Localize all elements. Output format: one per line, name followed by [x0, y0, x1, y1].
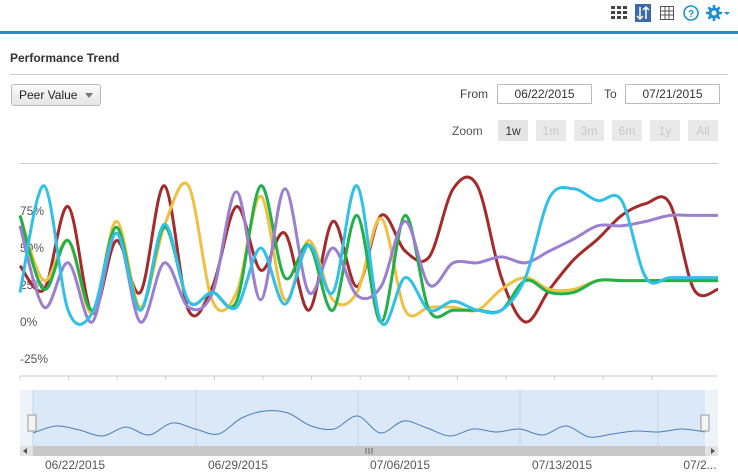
navigator-x-label: 07/13/2015 [532, 458, 592, 472]
peer-value-dropdown[interactable]: Peer Value [11, 84, 101, 106]
y-tick-label: 0% [20, 315, 38, 329]
title-divider [10, 74, 728, 75]
chart-toolbar: ? [610, 4, 730, 22]
settings-gear-icon[interactable] [706, 4, 730, 22]
grid-view-icon[interactable] [610, 4, 628, 22]
y-tick-label: 75% [20, 204, 44, 218]
chevron-down-icon [85, 93, 93, 98]
navigator[interactable]: 06/22/2015 06/29/2015 07/06/2015 07/13/2015… [0, 380, 738, 475]
scroll-left-arrow-icon[interactable] [23, 448, 27, 454]
zoom-label: Zoom [452, 124, 483, 138]
scroll-right-arrow-icon[interactable] [711, 448, 715, 454]
from-date-input[interactable]: 06/22/2015 [497, 84, 592, 104]
zoom-1w-button[interactable]: 1w [498, 120, 528, 141]
zoom-3m-button[interactable]: 3m [574, 120, 604, 141]
help-icon[interactable]: ? [682, 4, 700, 22]
navigator-selection[interactable] [33, 390, 705, 446]
header-accent-line [0, 31, 738, 34]
navigator-x-label: 07/06/2015 [370, 458, 430, 472]
chart-top-divider [20, 163, 718, 164]
zoom-all-button[interactable]: All [688, 120, 718, 141]
performance-trend-chart: 75%50%25%0%-25% 06/2...06/2...06/2...06/… [18, 175, 719, 380]
navigator-x-label: 07/2... [683, 458, 716, 472]
from-label: From [460, 87, 488, 101]
panel-title: Performance Trend [10, 51, 120, 65]
sort-icon[interactable] [634, 4, 652, 22]
navigator-x-label: 06/29/2015 [208, 458, 268, 472]
table-icon[interactable] [658, 4, 676, 22]
navigator-series-line [32, 410, 706, 438]
zoom-1m-button[interactable]: 1m [536, 120, 566, 141]
navigator-x-label: 06/22/2015 [45, 458, 105, 472]
to-date-input[interactable]: 07/21/2015 [625, 84, 720, 104]
zoom-1y-button[interactable]: 1y [650, 120, 680, 141]
peer-value-label: Peer Value [19, 88, 78, 102]
zoom-6m-button[interactable]: 6m [612, 120, 642, 141]
to-label: To [604, 87, 617, 101]
y-tick-label: -25% [20, 352, 48, 366]
series-line-5[interactable] [18, 184, 719, 327]
svg-text:?: ? [688, 9, 694, 20]
navigator-left-handle[interactable] [27, 414, 37, 432]
navigator-right-handle[interactable] [700, 414, 710, 432]
